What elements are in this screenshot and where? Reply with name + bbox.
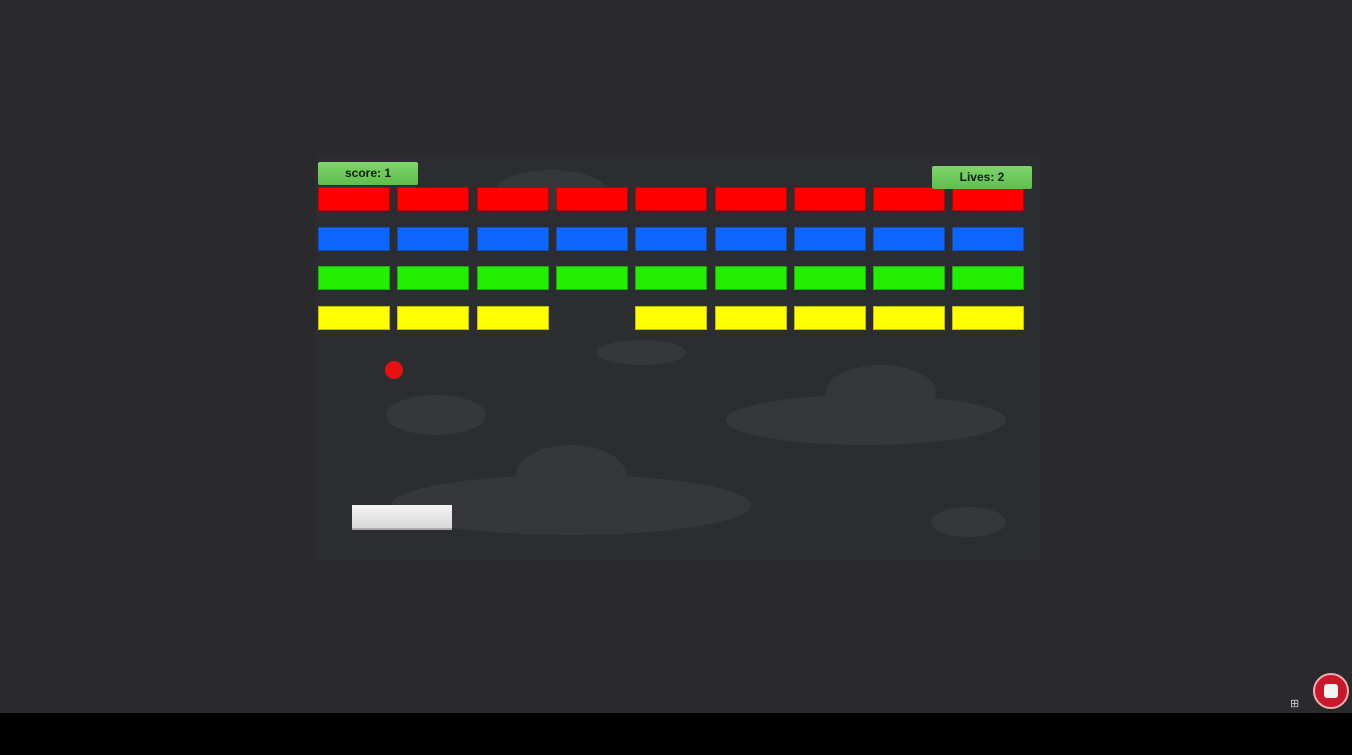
- brick: [397, 226, 470, 251]
- score-display: score: 1: [318, 162, 418, 185]
- brick: [555, 226, 628, 251]
- brick: [714, 266, 787, 291]
- brick: [476, 226, 549, 251]
- paddle[interactable]: [352, 505, 452, 530]
- brick: [873, 266, 946, 291]
- brick: [793, 187, 866, 211]
- brick: [873, 187, 946, 211]
- brick: [952, 306, 1025, 331]
- brick: [397, 266, 470, 291]
- brick: [476, 187, 549, 211]
- game-canvas[interactable]: [316, 155, 1040, 560]
- brick: [714, 306, 787, 331]
- brick: [635, 226, 708, 251]
- brick: [555, 266, 628, 291]
- brick: [555, 187, 628, 211]
- brick: [873, 306, 946, 331]
- brick: [476, 306, 549, 331]
- grid-icon[interactable]: ⊞: [1290, 698, 1300, 710]
- bottom-bar: [0, 713, 1352, 755]
- brick: [952, 187, 1025, 211]
- brick: [397, 187, 470, 211]
- brick: [793, 226, 866, 251]
- stop-record-icon[interactable]: [1313, 673, 1349, 709]
- brick: [318, 306, 390, 331]
- brick: [318, 266, 390, 291]
- brick: [714, 226, 787, 251]
- brick: [793, 266, 866, 291]
- brick: [318, 187, 390, 211]
- brick: [952, 266, 1025, 291]
- brick: [635, 306, 708, 331]
- brick: [714, 187, 787, 211]
- brick: [476, 266, 549, 291]
- brick: [397, 306, 470, 331]
- lives-display: Lives: 2: [932, 166, 1032, 189]
- brick: [793, 306, 866, 331]
- brick: [635, 266, 708, 291]
- brick: [318, 226, 390, 251]
- brick: [873, 226, 946, 251]
- brick: [952, 226, 1025, 251]
- ball: [385, 361, 403, 379]
- brick: [635, 187, 708, 211]
